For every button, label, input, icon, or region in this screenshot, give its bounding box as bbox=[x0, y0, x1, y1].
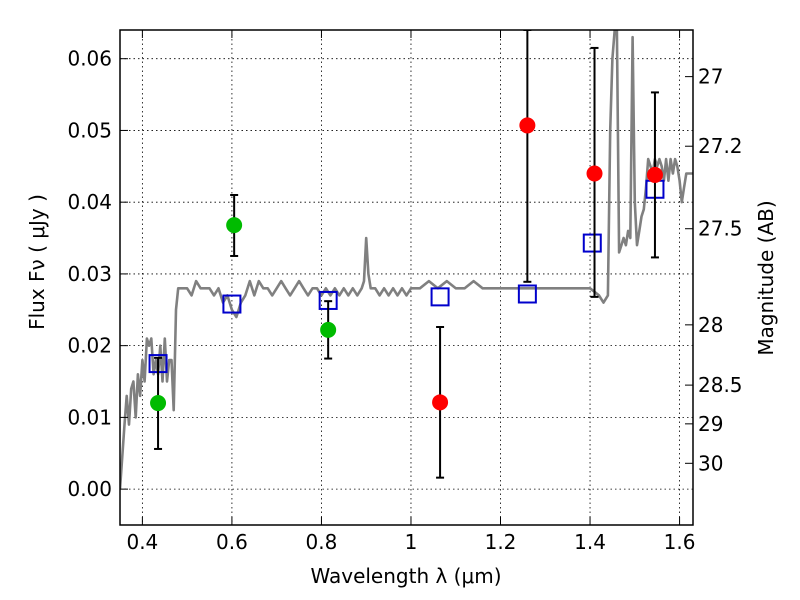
model-photometry-square bbox=[222, 294, 242, 314]
x-tick-label: 1.6 bbox=[664, 530, 696, 554]
y2-tick-label: 28.5 bbox=[698, 373, 743, 397]
data-point-red bbox=[586, 165, 603, 182]
y-tick-label: 0.05 bbox=[67, 118, 112, 142]
data-point-red bbox=[646, 166, 663, 183]
x-tick-label: 0.4 bbox=[126, 530, 158, 554]
y-tick-label: 0.02 bbox=[67, 334, 112, 358]
model-photometry-square bbox=[517, 284, 537, 304]
y2-axis-label: Magnitude (AB) bbox=[754, 200, 778, 355]
y2-tick-label: 29 bbox=[698, 412, 723, 436]
x-tick-label: 0.8 bbox=[306, 530, 338, 554]
y2-tick-label: 28 bbox=[698, 313, 723, 337]
y2-tick-label: 27.5 bbox=[698, 217, 743, 241]
data-point-red bbox=[519, 117, 536, 134]
plot-frame bbox=[119, 29, 694, 526]
data-point-red bbox=[432, 394, 449, 411]
y-tick-label: 0.04 bbox=[67, 190, 112, 214]
model-photometry-square bbox=[430, 287, 450, 307]
grid-lines bbox=[120, 30, 693, 525]
y-axis-label: Flux Fν ( μJy ) bbox=[25, 194, 49, 330]
data-point-green bbox=[320, 321, 337, 338]
y-tick-label: 0.06 bbox=[67, 47, 112, 71]
y2-tick-label: 27.2 bbox=[698, 134, 743, 158]
model-photometry-square bbox=[582, 233, 602, 253]
y2-tick-label: 27 bbox=[698, 65, 723, 89]
data-point-green bbox=[226, 217, 243, 234]
x-tick-label: 1 bbox=[405, 530, 418, 554]
x-axis-label: Wavelength λ (μm) bbox=[310, 564, 501, 588]
y2-tick-label: 30 bbox=[698, 451, 723, 475]
y-tick-label: 0.00 bbox=[67, 477, 112, 501]
y-tick-label: 0.01 bbox=[67, 405, 112, 429]
y-tick-label: 0.03 bbox=[67, 262, 112, 286]
x-tick-label: 1.2 bbox=[485, 530, 517, 554]
x-tick-label: 0.6 bbox=[216, 530, 248, 554]
data-point-green bbox=[150, 395, 167, 412]
x-tick-label: 1.4 bbox=[574, 530, 606, 554]
model-spectrum-line bbox=[120, 30, 693, 490]
